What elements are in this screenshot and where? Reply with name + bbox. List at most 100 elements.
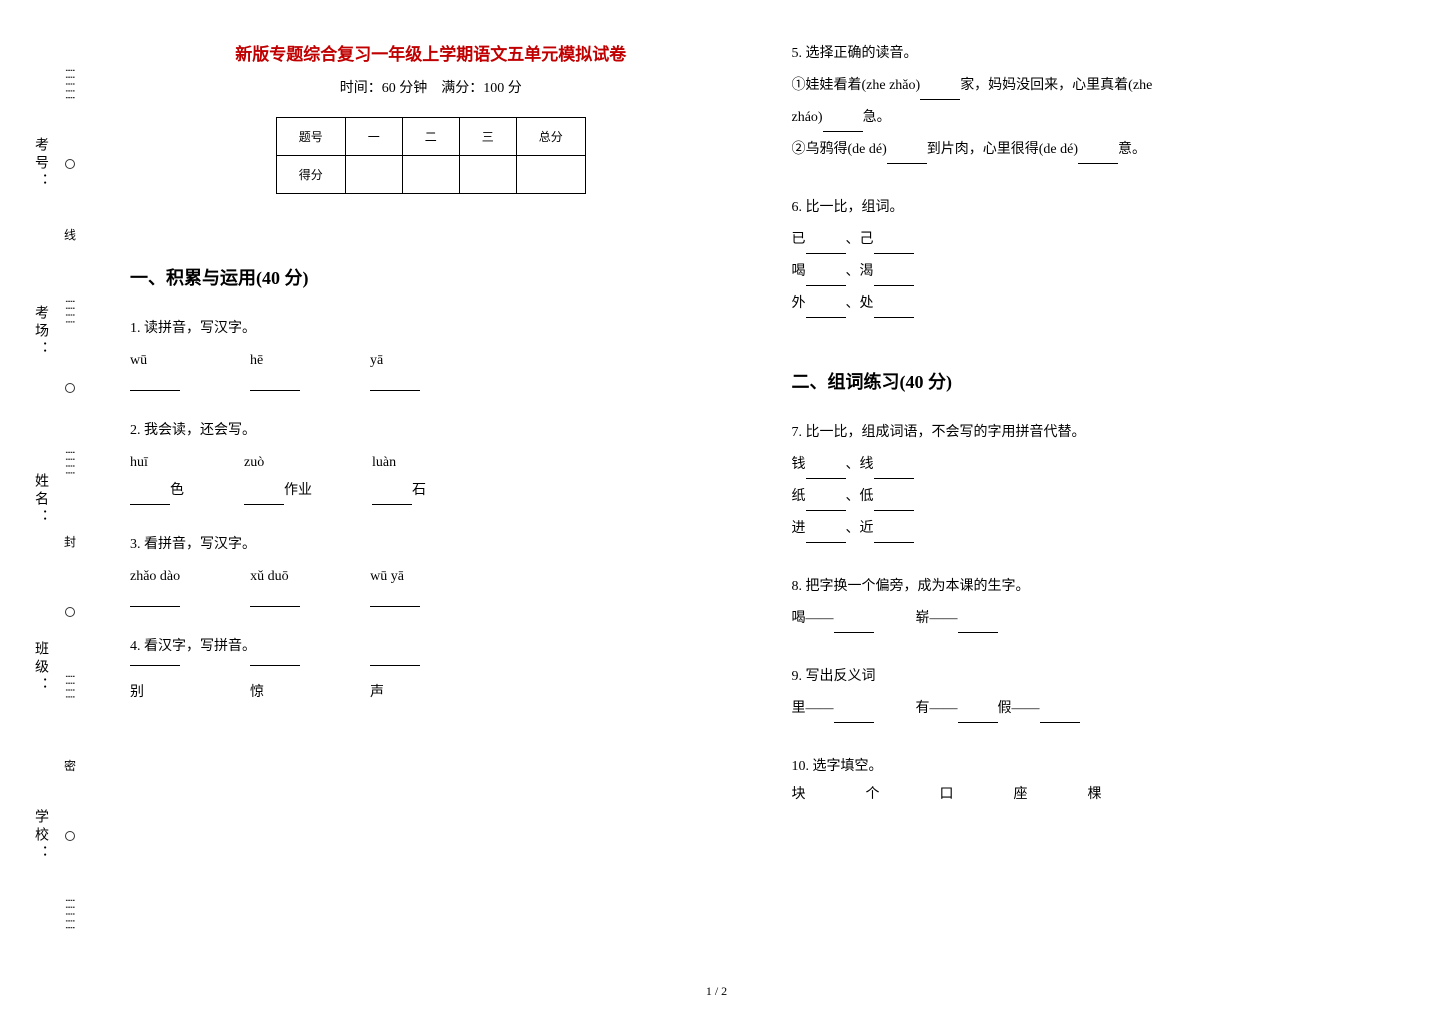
hanzi: 惊 — [250, 679, 264, 707]
q7-pair: 进、近 — [792, 515, 1394, 543]
q1-row: wū hē yā — [130, 347, 732, 391]
answer-blank — [250, 591, 300, 607]
char: 块 — [792, 781, 806, 809]
right-column: 5. 选择正确的读音。 ①娃娃看着(zhe zhǎo)家，妈妈没回来，心里真着(… — [792, 40, 1394, 991]
answer-blank — [874, 495, 914, 511]
text: ②乌鸦得(de dé) — [792, 142, 887, 157]
exam-subtitle: 时间：60 分钟 满分：100 分 — [130, 77, 732, 97]
fold-circle — [65, 831, 75, 841]
hanzi: 别 — [130, 679, 144, 707]
char: 个 — [866, 781, 880, 809]
q7: 7. 比一比，组成词语，不会写的字用拼音代替。 钱、线 纸、低 进、近 — [792, 419, 1394, 547]
hanzi: 声 — [370, 679, 384, 707]
q4-item: 惊 — [250, 665, 300, 707]
answer-blank — [920, 84, 960, 100]
char: 有—— — [916, 701, 958, 716]
q9-row: 里—— 有——假—— — [792, 695, 1394, 723]
char: 假—— — [998, 701, 1040, 716]
pinyin: zhǎo dào — [130, 563, 180, 591]
answer-blank — [130, 591, 180, 607]
char: 棵 — [1088, 781, 1102, 809]
q5-line1: ①娃娃看着(zhe zhǎo)家，妈妈没回来，心里真着(zhe — [792, 72, 1394, 100]
q7-pair: 纸、低 — [792, 483, 1394, 511]
answer-blank — [874, 270, 914, 286]
pinyin: xǔ duō — [250, 563, 289, 591]
char: 进 — [792, 521, 806, 536]
text: 家，妈妈没回来，心里真着(zhe — [960, 78, 1152, 93]
pinyin: hē — [250, 347, 263, 375]
pinyin: zuò — [244, 449, 312, 477]
q6-text: 6. 比一比，组词。 — [792, 194, 1394, 222]
q3-item: xǔ duō — [250, 563, 300, 607]
dots: ┋┋┋┋ — [66, 299, 75, 326]
char: 线 — [860, 457, 874, 472]
answer-blank — [1078, 148, 1118, 164]
q10-row: 块 个 口 座 棵 — [792, 781, 1394, 809]
label-xingming: 姓名： — [30, 473, 50, 527]
answer-blank — [806, 463, 846, 479]
char: 处 — [860, 296, 874, 311]
dotted-fold-line: ┋┋┋┋┋ 线 ┋┋┋┋ ┋┋┋┋ 封 ┋┋┋┋ 密 ┋┋┋┋┋ — [60, 40, 80, 960]
suffix: 作业 — [284, 483, 312, 498]
q4-row: 别 惊 声 — [130, 665, 732, 707]
q2-item: luàn 石 — [372, 449, 426, 505]
q3-row: zhǎo dào xǔ duō wū yā — [130, 563, 732, 607]
dots: ┋┋┋┋┋ — [66, 68, 75, 102]
answer-blank — [806, 495, 846, 511]
answer-blank — [250, 375, 300, 391]
text: 急。 — [863, 110, 891, 125]
answer-blank — [887, 148, 927, 164]
answer-blank — [834, 707, 874, 723]
q5-line1-cont: zháo)急。 — [792, 104, 1394, 132]
q2: 2. 我会读，还会写。 huī 色 zuò 作业 luàn 石 — [130, 417, 732, 505]
answer-blank — [1040, 707, 1080, 723]
char: 己 — [860, 232, 874, 247]
q5: 5. 选择正确的读音。 ①娃娃看着(zhe zhǎo)家，妈妈没回来，心里真着(… — [792, 40, 1394, 168]
fold-circle — [65, 383, 75, 393]
answer-blank — [372, 489, 412, 505]
answer-blank — [370, 375, 420, 391]
char: 渴 — [860, 264, 874, 279]
q2-row: huī 色 zuò 作业 luàn 石 — [130, 449, 732, 505]
answer-blank — [958, 617, 998, 633]
q10-text: 10. 选字填空。 — [792, 753, 1394, 781]
table-row: 得分 — [276, 156, 585, 194]
left-column: 新版专题综合复习一年级上学期语文五单元模拟试卷 时间：60 分钟 满分：100 … — [130, 40, 732, 991]
pinyin: yā — [370, 347, 383, 375]
pinyin: wū — [130, 347, 147, 375]
answer-blank — [130, 665, 180, 679]
th-total: 总分 — [516, 118, 585, 156]
seal-feng: 封 — [64, 533, 76, 550]
answer-blank — [370, 665, 420, 679]
q8: 8. 把字换一个偏旁，成为本课的生字。 喝—— 崭—— — [792, 573, 1394, 637]
dots: ┋┋┋┋┋ — [66, 898, 75, 932]
char: 喝—— — [792, 611, 834, 626]
q4-text: 4. 看汉字，写拼音。 — [130, 633, 732, 661]
text: 到片肉，心里很得(de dé) — [927, 142, 1078, 157]
q7-pair: 钱、线 — [792, 451, 1394, 479]
score-table: 题号 一 二 三 总分 得分 — [276, 117, 586, 194]
q9-text: 9. 写出反义词 — [792, 663, 1394, 691]
seal-xian: 线 — [64, 226, 76, 243]
td-blank — [345, 156, 402, 194]
th-2: 二 — [402, 118, 459, 156]
q2-text: 2. 我会读，还会写。 — [130, 417, 732, 445]
answer-blank — [834, 617, 874, 633]
char: 外 — [792, 296, 806, 311]
q1-item: hē — [250, 347, 300, 391]
q1-item: wū — [130, 347, 180, 391]
q4: 4. 看汉字，写拼音。 别 惊 声 — [130, 633, 732, 707]
q4-item: 声 — [370, 665, 420, 707]
q7-text: 7. 比一比，组成词语，不会写的字用拼音代替。 — [792, 419, 1394, 447]
q10: 10. 选字填空。 块 个 口 座 棵 — [792, 753, 1394, 809]
q9: 9. 写出反义词 里—— 有——假—— — [792, 663, 1394, 727]
suffix: 色 — [170, 483, 184, 498]
char: 近 — [860, 521, 874, 536]
section2-title: 二、组词练习(40 分) — [792, 368, 1394, 394]
q1: 1. 读拼音，写汉字。 wū hē yā — [130, 315, 732, 391]
exam-title: 新版专题综合复习一年级上学期语文五单元模拟试卷 — [130, 40, 732, 65]
label-kaochang: 考场： — [30, 305, 50, 359]
answer-blank — [806, 527, 846, 543]
td-score-label: 得分 — [276, 156, 345, 194]
answer-blank — [130, 489, 170, 505]
